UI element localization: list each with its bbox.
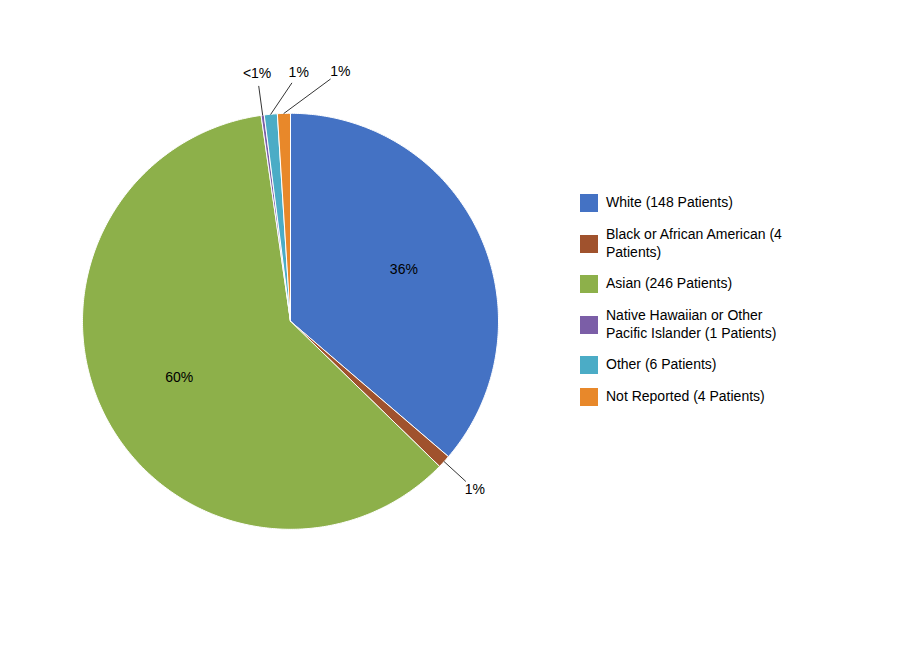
svg-text:36%: 36% [390, 261, 418, 277]
svg-text:<1%: <1% [243, 65, 271, 81]
svg-text:1%: 1% [465, 481, 485, 497]
svg-text:1%: 1% [289, 64, 309, 80]
svg-text:60%: 60% [165, 369, 193, 385]
html-text:Not Reported (4 Patients): Not Reported (4 Patients) [606, 388, 765, 405]
html-text:White (148 Patients): White (148 Patients) [606, 194, 733, 211]
html-text:Native Hawaiian or Other Pacif: Native Hawaiian or Other Pacific Islande… [606, 307, 777, 341]
html-text:Other (6 Patients): Other (6 Patients) [606, 356, 717, 373]
svg-text:1%: 1% [330, 63, 350, 79]
html-text:Black or African American (4 P: Black or African American (4 Patients) [606, 226, 782, 260]
html-text:Asian (246 Patients): Asian (246 Patients) [606, 275, 733, 292]
